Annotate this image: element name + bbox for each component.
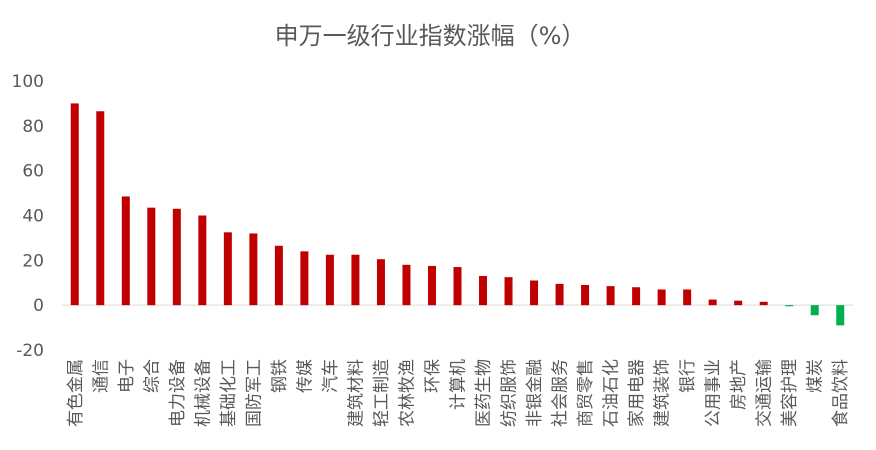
bar [555, 283, 564, 306]
x-tick-label: 电子 [117, 359, 137, 393]
bar [70, 103, 79, 306]
x-tick-label: 非银金融 [525, 359, 545, 427]
bar [172, 208, 181, 306]
x-tick-label: 煤炭 [806, 359, 826, 393]
x-tick-label: 综合 [142, 359, 162, 393]
bar [376, 259, 385, 306]
y-tick-label: 80 [22, 117, 44, 137]
bar [479, 276, 488, 306]
bar [249, 233, 258, 306]
x-tick-label: 纺织服饰 [500, 359, 520, 427]
bar [683, 289, 692, 306]
bar [223, 232, 232, 306]
bar [785, 305, 794, 307]
x-tick-label: 钢铁 [270, 359, 290, 393]
chart-title: 申万一级行业指数涨幅（%） [275, 22, 586, 50]
bar [581, 284, 590, 306]
y-tick-label: -20 [16, 341, 44, 361]
x-tick-label: 有色金属 [66, 359, 86, 427]
x-tick-label: 计算机 [449, 359, 469, 410]
y-tick-label: 60 [22, 162, 44, 182]
x-tick-label: 建筑材料 [346, 359, 366, 427]
bar [402, 264, 411, 306]
x-tick-label: 机械设备 [193, 359, 213, 427]
x-tick-label: 农林牧渔 [397, 359, 417, 427]
x-tick-label: 医药生物 [474, 359, 494, 427]
bar-series [70, 103, 845, 326]
bar [198, 215, 207, 306]
bar [606, 286, 615, 306]
x-tick-label: 基础化工 [219, 359, 239, 427]
bar [632, 287, 641, 306]
x-tick-label: 国防军工 [244, 359, 264, 427]
bar [530, 280, 539, 306]
y-axis: -20 0 20 40 60 80 100 [12, 72, 44, 361]
bar [274, 245, 283, 306]
y-tick-label: 40 [22, 207, 44, 227]
y-tick-label: 100 [12, 72, 44, 92]
bar [708, 299, 717, 306]
x-tick-label: 商贸零售 [576, 359, 596, 427]
bar [734, 300, 743, 306]
bar [121, 196, 130, 306]
bar [657, 289, 666, 306]
x-tick-label: 建筑装饰 [653, 359, 673, 427]
bar [147, 207, 156, 306]
x-tick-label: 环保 [423, 359, 443, 393]
x-tick-label: 电力设备 [168, 359, 188, 427]
x-tick-label: 轻工制造 [372, 359, 392, 427]
x-tick-label: 食品饮料 [831, 359, 851, 427]
bar [504, 277, 513, 306]
bar [351, 254, 360, 306]
x-axis: 有色金属 通信 电子 综合 电力设备 机械设备 基础化工 国防军工 钢铁 传媒 汽车 建筑材料 轻工制造… [66, 359, 851, 427]
x-tick-label: 汽车 [321, 359, 341, 393]
x-tick-label: 银行 [678, 359, 698, 393]
x-tick-label: 交通运输 [755, 359, 775, 427]
bar [836, 305, 845, 326]
y-tick-label: 0 [33, 296, 44, 316]
x-tick-label: 房地产 [729, 359, 749, 410]
x-tick-label: 美容护理 [780, 359, 800, 427]
x-tick-label: 社会服务 [551, 359, 571, 427]
bar [300, 251, 309, 306]
bar [453, 267, 462, 306]
x-tick-label: 家用电器 [627, 359, 647, 427]
y-tick-label: 20 [22, 251, 44, 271]
x-tick-label: 公用事业 [704, 359, 724, 427]
x-tick-label: 通信 [91, 359, 111, 393]
bar [810, 305, 819, 316]
x-tick-label: 石油石化 [602, 359, 622, 427]
bar [96, 111, 105, 306]
x-tick-label: 传媒 [295, 359, 315, 393]
bar [427, 265, 436, 306]
bar [759, 301, 768, 306]
bar [325, 254, 334, 306]
